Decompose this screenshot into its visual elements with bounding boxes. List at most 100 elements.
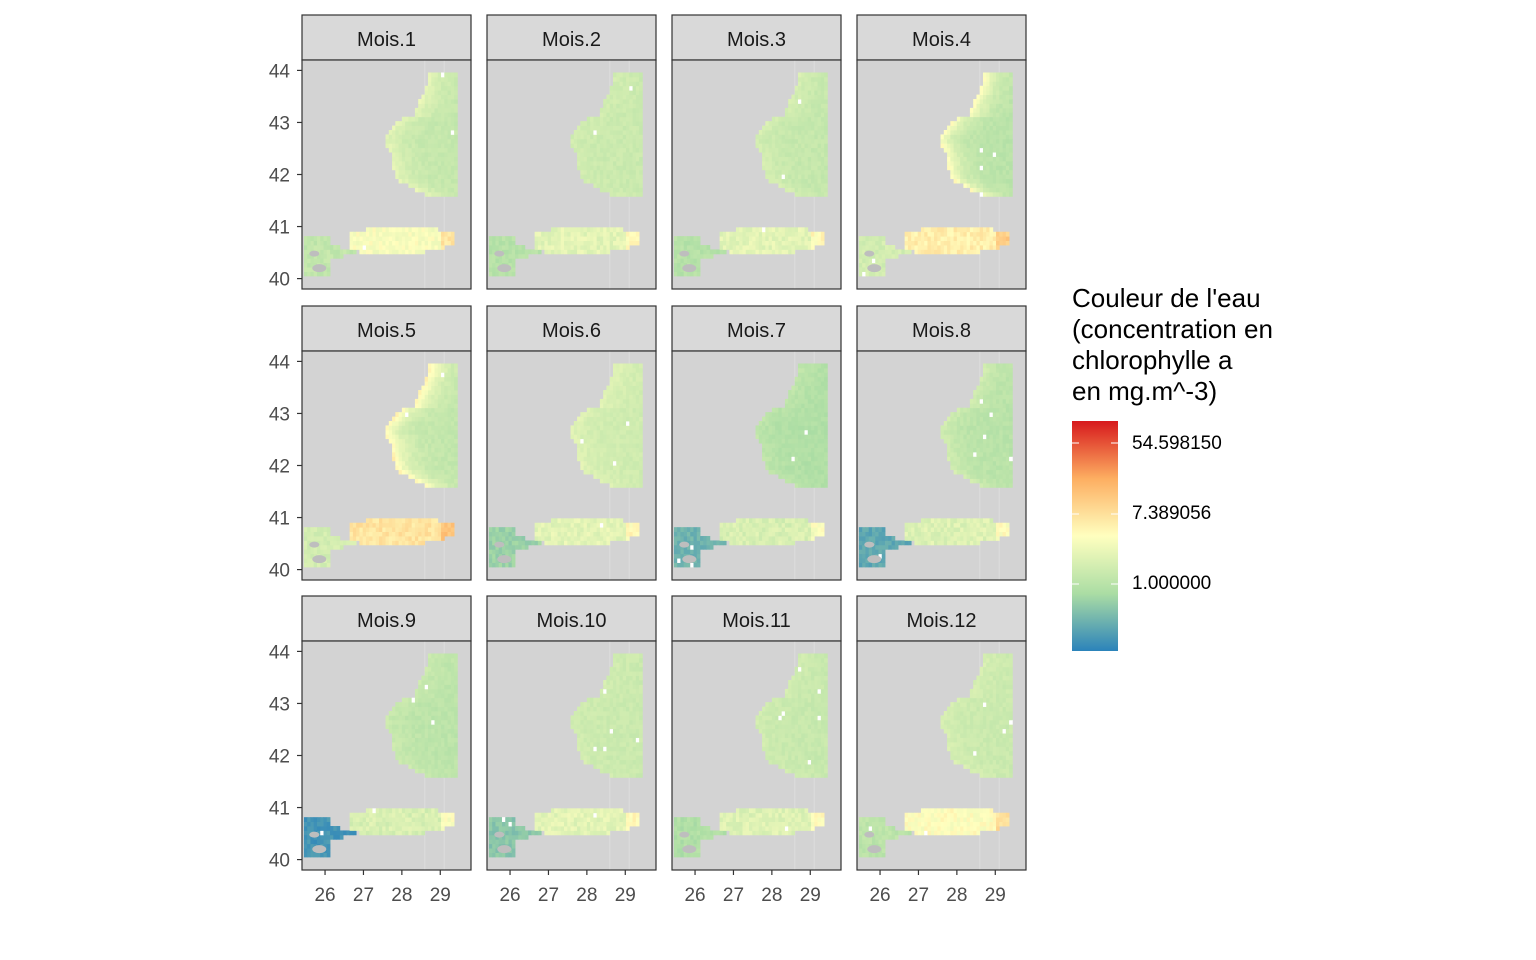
heatmap-cell — [444, 130, 448, 135]
heatmap-cell — [881, 249, 886, 255]
heatmap-cell — [359, 540, 364, 546]
heatmap-cell — [606, 536, 611, 541]
heatmap-cell — [626, 531, 630, 537]
heatmap-cell — [801, 465, 805, 471]
heatmap-cell — [775, 227, 779, 233]
heatmap-cell — [392, 156, 396, 162]
heatmap-cell — [626, 152, 630, 157]
heatmap-cell — [437, 112, 442, 118]
heatmap-cell — [606, 125, 611, 131]
heatmap-cell — [677, 527, 681, 532]
heatmap-cell — [626, 447, 630, 453]
heatmap-cell — [616, 451, 620, 457]
heatmap-cell — [824, 156, 828, 162]
heatmap-cell — [680, 258, 685, 264]
heatmap-cell — [577, 522, 581, 528]
heatmap-cell — [794, 94, 799, 100]
heatmap-cell — [454, 99, 458, 104]
heatmap-cell — [418, 443, 422, 448]
heatmap-cell — [956, 236, 961, 241]
heatmap-cell — [768, 240, 773, 246]
heatmap-cell — [797, 456, 802, 462]
heatmap-cell — [820, 107, 825, 113]
heatmap-cell — [771, 465, 776, 471]
heatmap-cell — [408, 236, 413, 241]
heatmap-cell — [817, 469, 822, 475]
heatmap-cell — [447, 416, 452, 422]
heatmap-cell — [619, 482, 624, 488]
heatmap-cell — [495, 258, 500, 264]
heatmap-cell — [450, 527, 455, 532]
heatmap-cell — [788, 460, 792, 466]
heatmap-cell — [580, 536, 584, 541]
heatmap-cell — [447, 156, 452, 162]
heatmap-cell — [794, 112, 799, 118]
heatmap-cell — [875, 271, 879, 277]
heatmap-cell — [586, 240, 591, 246]
island — [682, 264, 697, 273]
heatmap-cell — [726, 231, 730, 237]
heatmap-cell — [629, 81, 633, 87]
heatmap-cell — [979, 125, 984, 131]
heatmap-cell — [999, 138, 1003, 144]
heatmap-cell — [622, 160, 627, 166]
heatmap-cell — [824, 85, 828, 91]
heatmap-cell — [865, 245, 870, 250]
heatmap-cell — [632, 165, 637, 171]
heatmap-cell — [577, 527, 581, 532]
heatmap-cell — [629, 438, 633, 444]
island — [494, 541, 505, 548]
heatmap-cell — [729, 236, 734, 241]
heatmap-cell — [771, 121, 776, 126]
heatmap-cell — [418, 469, 422, 475]
heatmap-cell — [603, 156, 607, 162]
heatmap-cell — [966, 231, 971, 237]
heatmap-cell — [580, 465, 584, 471]
heatmap-cell — [804, 456, 809, 462]
heatmap-cell — [976, 245, 981, 250]
heatmap-cell — [421, 112, 426, 118]
heatmap-cell — [431, 412, 435, 417]
heatmap-cell — [395, 518, 399, 524]
heatmap-cell — [683, 236, 688, 241]
heatmap-cell — [814, 403, 818, 409]
heatmap-cell — [521, 253, 526, 259]
heatmap-cell — [820, 460, 825, 466]
heatmap-cell — [450, 407, 455, 413]
heatmap-cell — [541, 522, 545, 528]
heatmap-cell — [794, 394, 799, 400]
heatmap-cell — [629, 522, 633, 528]
heatmap-cell — [447, 367, 452, 373]
heatmap-cell — [797, 518, 802, 524]
heatmap-cell — [431, 147, 435, 153]
heatmap-cell — [424, 474, 429, 479]
heatmap-cell — [814, 169, 818, 175]
facet-strip — [671, 305, 842, 352]
heatmap-cell — [622, 390, 627, 395]
heatmap-cell — [982, 169, 987, 175]
heatmap-cell — [804, 156, 809, 162]
heatmap-cell — [969, 227, 974, 233]
heatmap-cell — [824, 107, 828, 113]
heatmap-cell — [518, 536, 522, 541]
heatmap-cell — [953, 138, 958, 144]
heatmap-cell — [765, 451, 769, 457]
heatmap-cell — [395, 125, 399, 131]
heatmap-cell — [729, 245, 734, 250]
heatmap-cell — [583, 443, 588, 448]
heatmap-cell — [310, 245, 315, 250]
heatmap-cell — [635, 107, 640, 113]
heatmap-cell — [626, 125, 630, 131]
heatmap-cell — [505, 271, 509, 277]
heatmap-cell — [804, 94, 809, 100]
heatmap-cell — [619, 138, 624, 144]
heatmap-cell — [418, 240, 422, 246]
heatmap-cell — [673, 531, 678, 537]
heatmap-cell — [434, 174, 439, 180]
heatmap-cell — [673, 558, 678, 563]
heatmap-cell — [603, 527, 607, 532]
heatmap-cell — [434, 183, 439, 188]
heatmap-cell — [333, 544, 337, 550]
heatmap-cell — [804, 522, 809, 528]
heatmap-cell — [758, 236, 763, 241]
